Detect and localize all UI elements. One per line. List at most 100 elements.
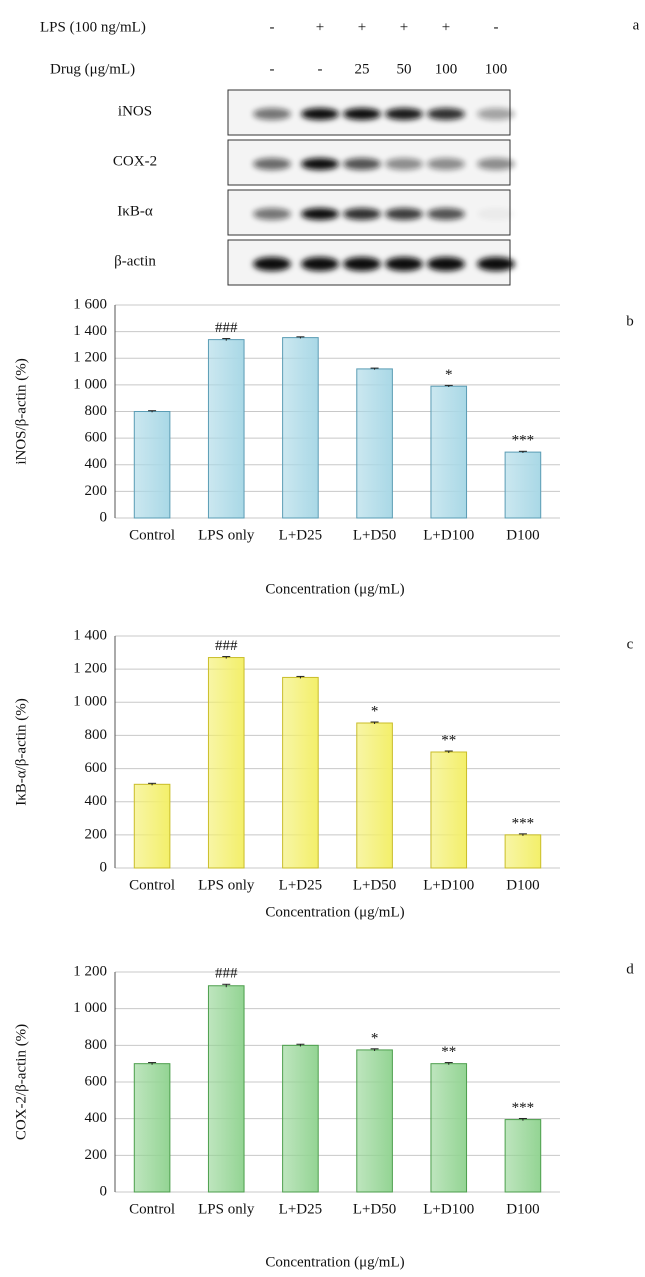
band-label: COX-2	[113, 153, 157, 169]
y-tick-label: 600	[85, 430, 108, 446]
x-tick-label: L+D25	[279, 1201, 322, 1217]
condition-value: +	[442, 19, 450, 35]
significance-label: *	[371, 703, 379, 719]
bar	[505, 452, 541, 518]
y-tick-label: 0	[100, 509, 108, 525]
x-tick-label: D100	[506, 527, 539, 543]
band	[253, 158, 291, 170]
figure: aLPS (100 ng/mL)-++++-Drug (μg/mL)--2550…	[0, 0, 645, 1277]
x-axis-title: Concentration (μg/mL)	[265, 1254, 404, 1270]
band	[477, 257, 515, 271]
significance-label: ###	[215, 320, 238, 336]
bar	[431, 386, 467, 518]
y-axis-title: IκB-α/β-actin (%)	[13, 698, 29, 806]
band	[427, 208, 465, 220]
condition-value: +	[400, 19, 408, 35]
x-tick-label: L+D100	[423, 877, 474, 893]
bar	[357, 723, 393, 868]
band	[385, 208, 423, 220]
significance-label: ###	[215, 966, 238, 982]
band-label: β-actin	[114, 253, 156, 269]
y-tick-label: 1 400	[73, 323, 107, 339]
significance-label: ###	[215, 638, 238, 654]
y-tick-label: 0	[100, 859, 108, 875]
bar	[134, 1064, 170, 1192]
condition-value: -	[318, 61, 323, 77]
x-axis-title: Concentration (μg/mL)	[265, 581, 404, 597]
y-tick-label: 1 600	[73, 296, 107, 312]
panel-label: a	[633, 17, 640, 33]
y-tick-label: 1 200	[73, 350, 107, 366]
condition-value: 100	[435, 61, 458, 77]
significance-label: ***	[512, 433, 535, 449]
y-tick-label: 400	[85, 1110, 108, 1126]
band	[253, 108, 291, 120]
bar	[283, 338, 319, 518]
x-tick-label: LPS only	[198, 1201, 255, 1217]
significance-label: *	[445, 367, 453, 383]
y-tick-label: 600	[85, 1073, 108, 1089]
bar	[505, 1120, 541, 1192]
bar	[283, 677, 319, 868]
bar	[283, 1045, 319, 1192]
bar	[208, 340, 244, 518]
y-tick-label: 800	[85, 727, 108, 743]
x-tick-label: L+D100	[423, 527, 474, 543]
bar	[357, 369, 393, 518]
significance-label: **	[441, 732, 456, 748]
y-tick-label: 800	[85, 403, 108, 419]
bar	[134, 784, 170, 868]
band	[385, 158, 423, 170]
y-tick-label: 0	[100, 1183, 108, 1199]
x-tick-label: D100	[506, 1201, 539, 1217]
y-tick-label: 600	[85, 760, 108, 776]
y-axis-title: iNOS/β-actin (%)	[13, 358, 29, 464]
band	[477, 158, 515, 170]
bar	[357, 1050, 393, 1192]
x-tick-label: L+D100	[423, 1201, 474, 1217]
x-tick-label: Control	[129, 877, 175, 893]
condition-value: +	[358, 19, 366, 35]
band-label: IκB-α	[117, 203, 153, 219]
x-tick-label: LPS only	[198, 527, 255, 543]
band-label: iNOS	[118, 103, 152, 119]
condition-value: -	[270, 61, 275, 77]
condition-value: 25	[355, 61, 370, 77]
band	[427, 257, 465, 271]
y-tick-label: 800	[85, 1037, 108, 1053]
band	[253, 208, 291, 220]
significance-label: **	[441, 1044, 456, 1060]
bar	[134, 412, 170, 519]
band	[253, 257, 291, 271]
band	[427, 108, 465, 120]
y-tick-label: 400	[85, 793, 108, 809]
y-tick-label: 200	[85, 826, 108, 842]
bar	[505, 835, 541, 868]
condition-value: 50	[397, 61, 412, 77]
bar	[208, 658, 244, 868]
x-tick-label: L+D25	[279, 877, 322, 893]
y-axis-title: COX-2/β-actin (%)	[13, 1024, 29, 1140]
y-tick-label: 200	[85, 1147, 108, 1163]
y-tick-label: 400	[85, 456, 108, 472]
x-axis-title: Concentration (μg/mL)	[265, 904, 404, 920]
x-tick-label: Control	[129, 527, 175, 543]
band	[477, 108, 515, 120]
condition-label: Drug (μg/mL)	[50, 61, 135, 77]
band	[301, 257, 339, 271]
band	[343, 108, 381, 120]
x-tick-label: L+D50	[353, 1201, 396, 1217]
y-tick-label: 1 400	[73, 627, 107, 643]
band	[343, 158, 381, 170]
panel-label: c	[627, 636, 634, 652]
y-tick-label: 1 000	[73, 376, 107, 392]
y-tick-label: 200	[85, 483, 108, 499]
band	[427, 158, 465, 170]
band	[301, 208, 339, 220]
band	[385, 257, 423, 271]
x-tick-label: L+D50	[353, 877, 396, 893]
band	[301, 108, 339, 120]
band	[301, 158, 339, 170]
y-tick-label: 1 000	[73, 1000, 107, 1016]
panel-label: d	[626, 961, 634, 977]
